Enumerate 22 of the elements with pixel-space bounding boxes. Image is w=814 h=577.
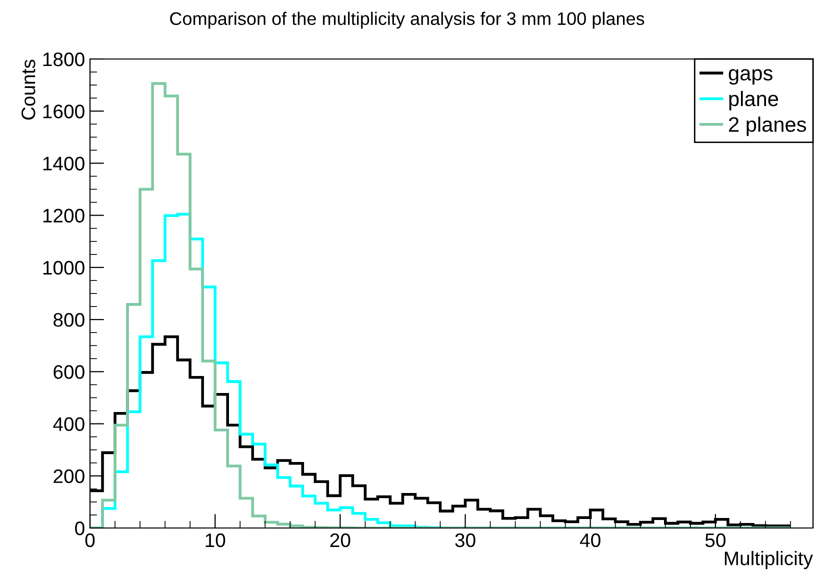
legend-label: gaps <box>728 69 772 85</box>
y-tick-label: 1800 <box>43 52 84 66</box>
y-tick-label: 600 <box>54 365 84 379</box>
legend-label: plane <box>729 90 778 110</box>
y-tick-label: 400 <box>53 417 84 432</box>
x-axis-title: Multiplicity <box>724 550 813 570</box>
y-tick-label: 1000 <box>43 260 84 275</box>
x-tick-label: 40 <box>580 533 600 548</box>
y-tick-label: 200 <box>54 469 84 484</box>
y-tick-label: 1200 <box>43 208 84 223</box>
y-tick-label: 800 <box>54 313 84 327</box>
x-tick-label: 10 <box>206 533 226 548</box>
x-tick-label: 0 <box>85 533 95 548</box>
x-tick-label: 50 <box>705 533 726 548</box>
chart-title: Comparison of the multiplicity analysis for 3 mm 100 planes <box>170 12 644 29</box>
x-tick-label: 20 <box>330 533 350 548</box>
x-tick-label: 30 <box>455 533 476 548</box>
y-tick-label: 1400 <box>43 156 84 170</box>
legend-label: 2 planes <box>729 116 806 136</box>
y-tick-label: 1600 <box>43 104 84 118</box>
y-tick-label: 0 <box>75 521 84 536</box>
y-axis-title: Counts <box>21 60 36 120</box>
